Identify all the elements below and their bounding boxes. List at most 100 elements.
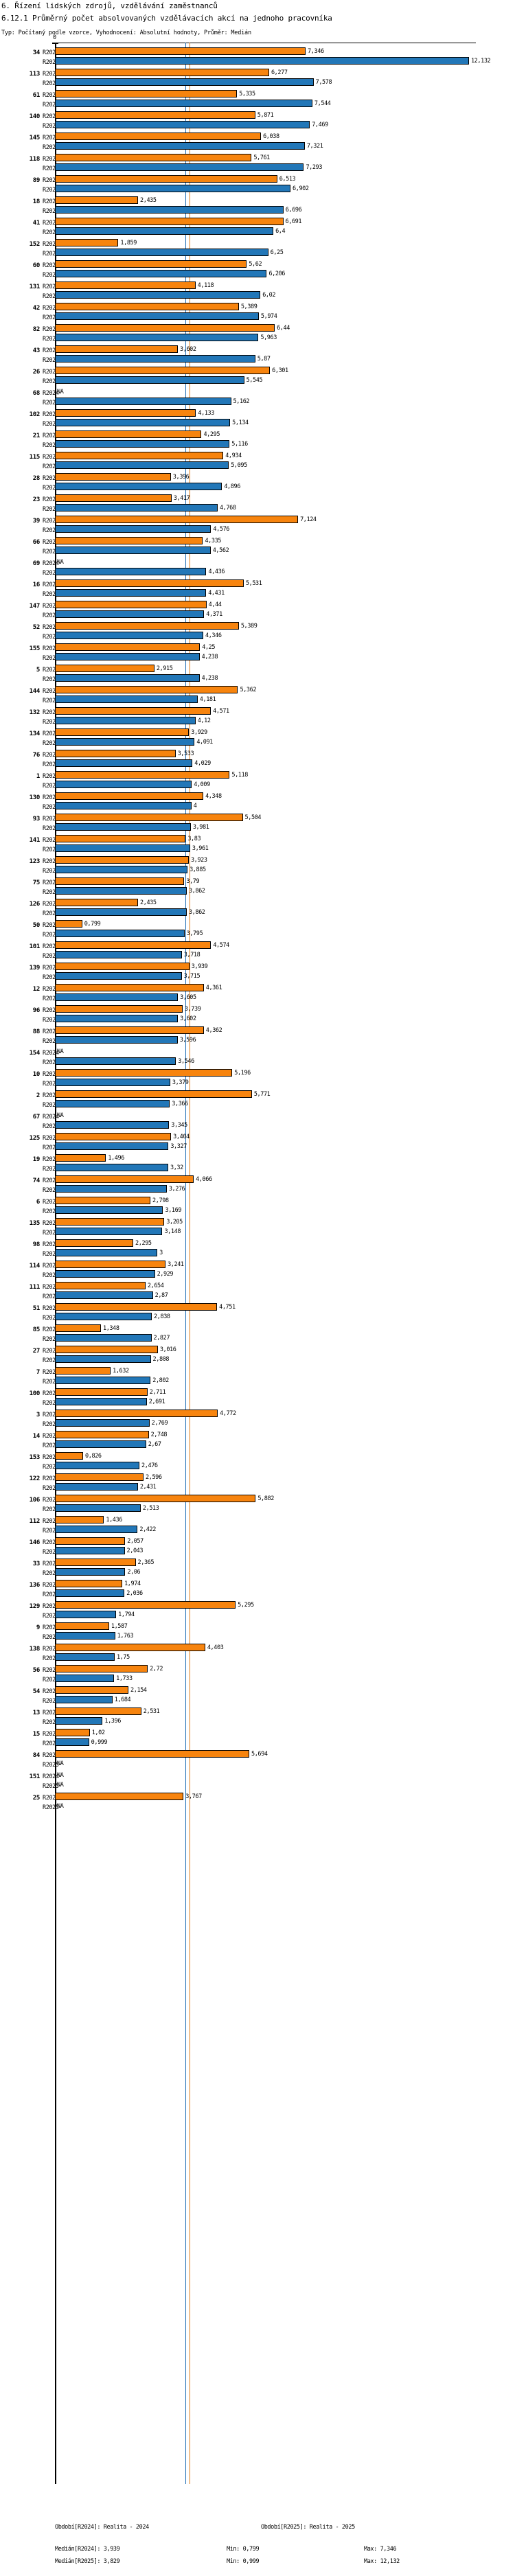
bar-value-label: 1,496 bbox=[108, 1155, 124, 1162]
bar-value-label: 3,546 bbox=[178, 1058, 194, 1065]
bar bbox=[55, 653, 200, 660]
bar-series-label: R2025 bbox=[43, 953, 59, 960]
bar-value-label: 3,205 bbox=[166, 1219, 183, 1226]
bar-group-key: 141 bbox=[29, 837, 41, 844]
bar-group: 98 R2024 2,295 R2025 3 bbox=[0, 1237, 515, 1258]
bar bbox=[55, 547, 211, 554]
bar bbox=[55, 1410, 218, 1417]
bar bbox=[55, 717, 196, 724]
bar-value-label: 5,295 bbox=[238, 1602, 254, 1609]
bar-value-label: 4,896 bbox=[224, 483, 240, 490]
bar bbox=[55, 419, 231, 426]
bar bbox=[55, 1185, 167, 1193]
bar-group: 84 R2024 5,694 R2025 NA bbox=[0, 1748, 515, 1769]
bar bbox=[55, 1239, 134, 1247]
bar-series-label: R2025 bbox=[43, 1081, 59, 1088]
bar bbox=[55, 260, 247, 268]
bar-series-label: R2024 bbox=[43, 1050, 59, 1057]
bar-series-label: R2025 bbox=[43, 123, 59, 130]
bar-value-label: 5,963 bbox=[260, 334, 277, 341]
bar-group: 43 R2024 3,602 R2025 5,87 bbox=[0, 343, 515, 365]
bar-group-key: 61 bbox=[32, 92, 41, 99]
bar-series-label: R2025 bbox=[43, 293, 59, 300]
bar bbox=[55, 1398, 147, 1405]
bar bbox=[55, 1440, 146, 1448]
bar-series-label: R2025 bbox=[43, 804, 59, 811]
bar-group-key: 60 bbox=[32, 262, 41, 269]
bar-series-label: R2024 bbox=[43, 92, 59, 99]
bar-value-label: 4,25 bbox=[202, 644, 216, 651]
bar-series-label: R2025 bbox=[43, 1677, 59, 1683]
bar-series-label: R2024 bbox=[43, 1241, 59, 1248]
bar-value-label: 3,169 bbox=[165, 1207, 182, 1214]
bar-value-label: NA bbox=[57, 1803, 64, 1810]
bar-series-label: R2024 bbox=[43, 901, 59, 908]
bar-series-label: R2025 bbox=[43, 1528, 59, 1534]
bar-group: 74 R2024 4,066 R2025 3,276 bbox=[0, 1173, 515, 1195]
bar-group: 130 R2024 4,348 R2025 4 bbox=[0, 790, 515, 812]
bar-value-label: 0,826 bbox=[85, 1453, 102, 1460]
bar-group-key: 34 bbox=[32, 49, 41, 56]
bar-group: 26 R2024 6,301 R2025 5,545 bbox=[0, 365, 515, 386]
bar bbox=[55, 1036, 178, 1044]
bar-value-label: 4,238 bbox=[201, 675, 218, 682]
bar bbox=[55, 1303, 218, 1311]
bar bbox=[55, 100, 312, 107]
bar-value-label: 1,587 bbox=[111, 1623, 128, 1630]
bar-group: 75 R2024 3,79 R2025 3,862 bbox=[0, 875, 515, 897]
bar-value-label: 3,366 bbox=[172, 1101, 188, 1107]
bar-group-key: 33 bbox=[32, 1561, 41, 1567]
bar-group: 101 R2024 4,574 R2025 3,718 bbox=[0, 939, 515, 961]
bar bbox=[55, 1419, 150, 1427]
bar-value-label: 5,504 bbox=[244, 814, 262, 821]
bar-group-key: 146 bbox=[29, 1539, 41, 1546]
bar-value-label: 5,871 bbox=[257, 112, 274, 119]
bar-value-label: 2,769 bbox=[151, 1420, 168, 1427]
bar-value-label: 1,974 bbox=[124, 1580, 141, 1587]
bar-group-key: 25 bbox=[32, 1795, 41, 1802]
bar bbox=[55, 1282, 146, 1289]
bar-series-label: R2024 bbox=[43, 1731, 59, 1738]
bar-series-label: R2024 bbox=[43, 560, 59, 567]
bar-series-label: R2024 bbox=[43, 1220, 59, 1227]
bar-group: 16 R2024 5,531 R2025 4,431 bbox=[0, 577, 515, 599]
bar-group-key: 9 bbox=[36, 1624, 40, 1631]
bar-series-label: R2025 bbox=[43, 272, 59, 279]
bar-value-label: 3 bbox=[159, 1250, 163, 1256]
bar-series-label: R2024 bbox=[43, 1028, 59, 1035]
bar-value-label: 3,83 bbox=[187, 836, 201, 842]
bar bbox=[55, 504, 218, 511]
bar-series-label: R2024 bbox=[43, 347, 59, 354]
page-title: 6.12.1 Průměrný počet absolvovaných vzdě… bbox=[1, 14, 332, 23]
bar-series-label: R2024 bbox=[43, 1007, 59, 1014]
bar-series-label: R2024 bbox=[43, 71, 59, 78]
bar-group: 153 R2024 0,826 R2025 2,476 bbox=[0, 1450, 515, 1471]
bar-group-key: 27 bbox=[32, 1348, 41, 1355]
bar bbox=[55, 1026, 204, 1034]
bar bbox=[55, 643, 201, 651]
bar-series-label: R2024 bbox=[43, 326, 59, 333]
bar-series-label: R2024 bbox=[43, 198, 59, 205]
bar-series-label: R2025 bbox=[43, 485, 59, 492]
bar-value-label: NA bbox=[57, 1782, 64, 1789]
bar-series-label: R2025 bbox=[43, 1804, 59, 1811]
bar bbox=[55, 1611, 117, 1618]
bar-group: 6 R2024 2,798 R2025 3,169 bbox=[0, 1195, 515, 1216]
bar-series-label: R2025 bbox=[43, 1762, 59, 1769]
bar-value-label: 3,404 bbox=[173, 1134, 190, 1140]
bar bbox=[55, 601, 207, 608]
bar-value-label: 5,545 bbox=[246, 377, 263, 384]
bar-series-label: R2025 bbox=[43, 783, 59, 790]
section-heading: 6. Řízení lidských zdrojů, vzdělávání za… bbox=[1, 1, 218, 10]
bar-series-label: R2025 bbox=[43, 463, 59, 470]
bar-series-label: R2025 bbox=[43, 761, 59, 768]
legend-median-2025: Medián[R2025]: 3,829 bbox=[55, 2558, 120, 2565]
bar-value-label: NA bbox=[57, 1112, 64, 1119]
legend-period-2025: Období[R2025]: Realita - 2025 bbox=[261, 2524, 355, 2531]
bar bbox=[55, 941, 211, 949]
bar-value-label: 2,87 bbox=[154, 1292, 168, 1299]
bar-value-label: 3,767 bbox=[185, 1793, 202, 1800]
bar-series-label: R2024 bbox=[43, 1284, 59, 1291]
bar-series-label: R2025 bbox=[43, 1506, 59, 1513]
bar-value-label: 3,885 bbox=[190, 866, 206, 873]
